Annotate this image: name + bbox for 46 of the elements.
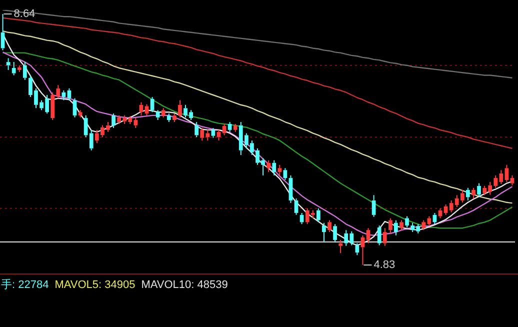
candlestick [161, 108, 166, 118]
candlestick [166, 112, 171, 123]
candlestick [328, 220, 332, 233]
candlestick [67, 88, 72, 101]
candlestick [6, 58, 10, 70]
candlestick [112, 112, 116, 128]
candlestick [272, 160, 276, 176]
candlestick [288, 174, 293, 204]
candlestick [388, 218, 392, 234]
candlestick [472, 187, 476, 199]
candlestick [266, 160, 271, 173]
candlestick [233, 123, 238, 132]
candlestick [294, 198, 298, 216]
candlestick [366, 228, 370, 244]
candlestick [22, 62, 27, 80]
candlestick [372, 194, 376, 218]
annotation: 8.64 [14, 8, 36, 20]
candlestick [382, 228, 387, 246]
candlestick [316, 208, 320, 223]
candlestick [477, 182, 481, 197]
candlestick [333, 224, 337, 242]
candlestick [322, 222, 326, 242]
candlestick [17, 64, 22, 72]
text: 手: 22784 [1, 278, 49, 292]
candlestick [400, 220, 404, 231]
candlestick [405, 216, 409, 228]
candlestick [12, 62, 16, 76]
candlestick [228, 122, 232, 132]
candlestick [338, 239, 343, 254]
text: MAVOL10: 48539 [141, 279, 228, 292]
candlestick [211, 127, 216, 138]
candlestick [283, 168, 288, 180]
candlestick [466, 187, 470, 201]
text: MAVOL5: 34905 [54, 279, 136, 292]
candlestick [144, 104, 149, 116]
candlestick [510, 174, 514, 186]
candlestick [78, 110, 82, 118]
candlestick [156, 110, 160, 121]
candlestick [194, 122, 199, 138]
candlestick [62, 90, 66, 101]
candlestick [504, 164, 509, 182]
annotation: 4.83 [374, 259, 396, 272]
candlestick [278, 164, 282, 176]
candlestick [394, 220, 398, 236]
candlestick [172, 112, 176, 123]
candlestick [178, 100, 182, 118]
